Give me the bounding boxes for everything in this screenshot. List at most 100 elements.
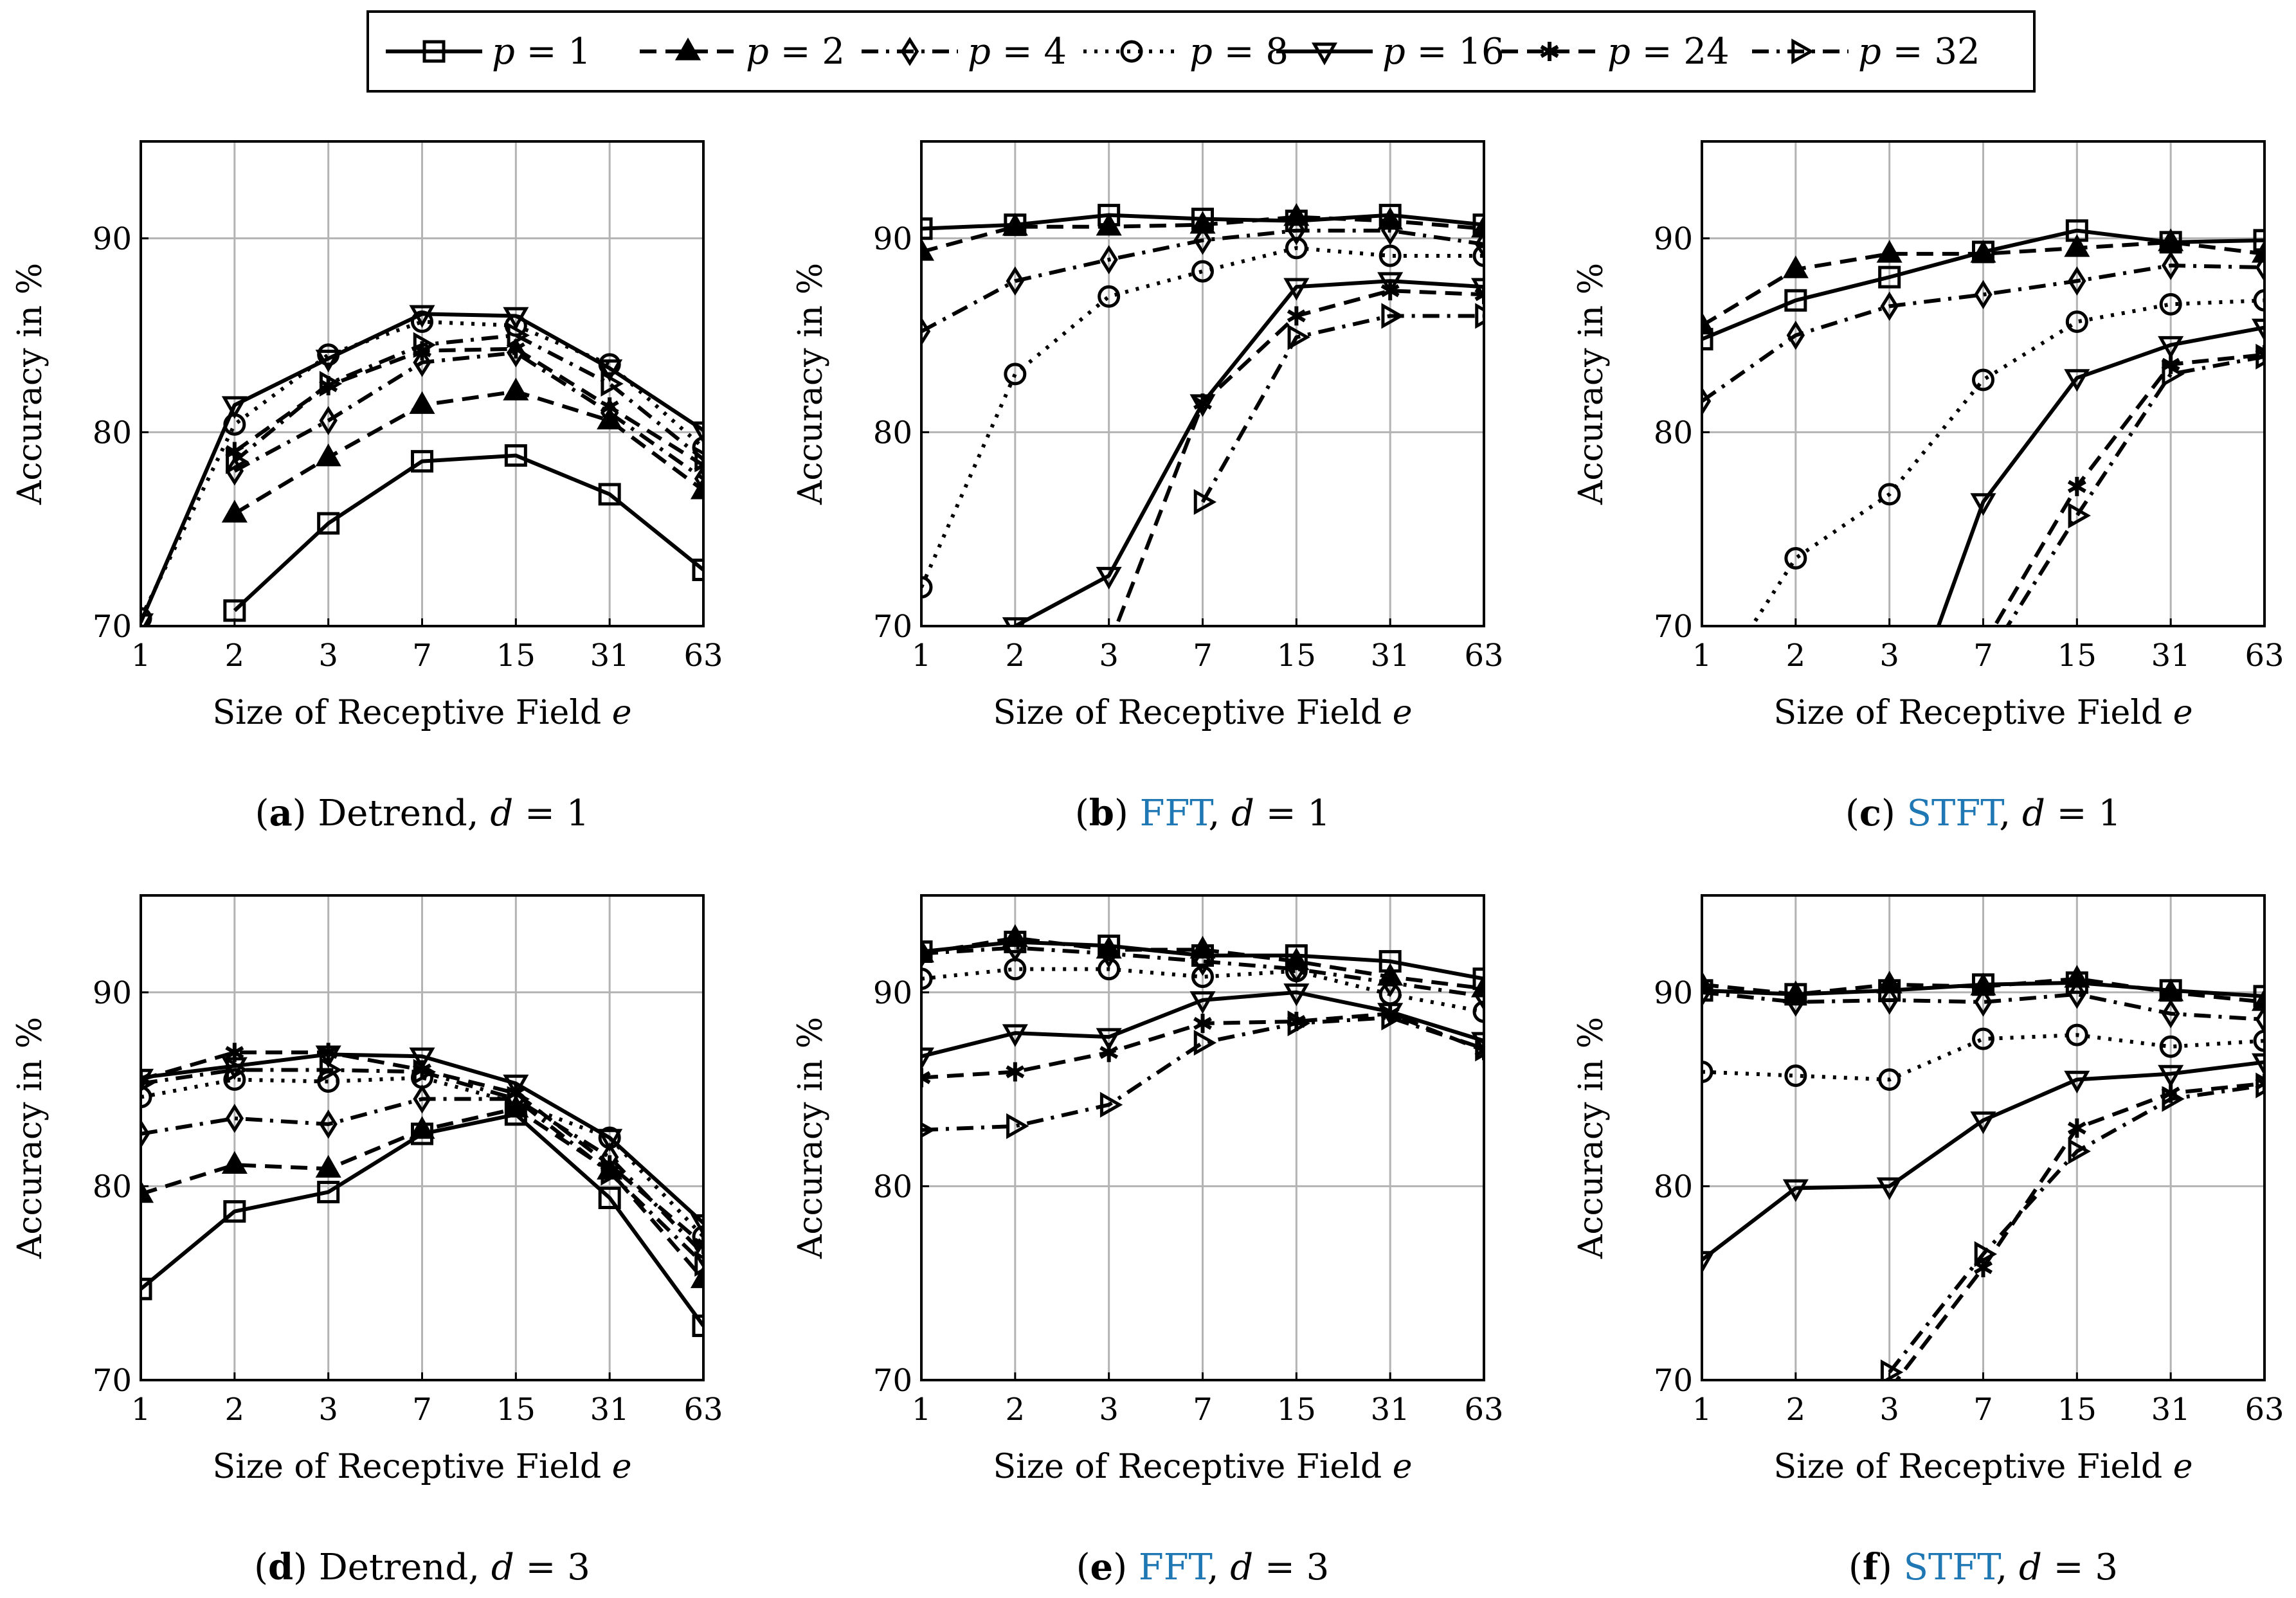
data-point <box>692 1315 703 1338</box>
data-point <box>223 1068 246 1091</box>
data-point <box>2162 361 2185 387</box>
data-point <box>1096 213 1122 236</box>
data-point <box>141 1119 150 1149</box>
series-line <box>921 967 1484 1014</box>
data-point <box>921 217 933 240</box>
caption-letter-bold: d <box>268 1546 293 1588</box>
legend-entry: p = 32 <box>1752 31 1980 73</box>
caption-letter-close: ) <box>1878 1547 1904 1588</box>
data-point <box>319 406 338 436</box>
data-point <box>1878 1068 1901 1091</box>
data-point <box>1474 1041 1484 1061</box>
caption-param-var: d <box>2019 1547 2042 1588</box>
data-point <box>1876 1177 1903 1200</box>
data-point <box>1472 1000 1484 1023</box>
legend-var: p <box>746 31 769 73</box>
data-point <box>1470 215 1484 238</box>
caption-param-val: = 1 <box>513 793 589 834</box>
series-5 <box>1936 318 2264 626</box>
series-2 <box>221 377 703 523</box>
data-point <box>921 1122 936 1138</box>
x-tick-label: 1 <box>912 1392 932 1428</box>
x-tick-label: 3 <box>318 1392 338 1428</box>
data-point <box>921 1047 935 1070</box>
data-point <box>317 512 340 535</box>
x-tick-label: 7 <box>412 638 432 674</box>
caption-sep: , <box>1207 1547 1231 1588</box>
data-point <box>694 464 703 494</box>
data-point <box>141 1277 152 1300</box>
data-point <box>1470 278 1484 301</box>
legend-marker-circle <box>1120 40 1143 63</box>
data-point <box>221 1151 248 1174</box>
caption-letter-close: ) <box>1114 793 1140 834</box>
caption-letter: ( <box>254 1547 268 1588</box>
legend-marker-triangle-down <box>1311 42 1338 66</box>
data-point <box>921 967 933 991</box>
data-point <box>2255 253 2264 282</box>
caption-letter-bold: f <box>1863 1546 1881 1588</box>
series-line <box>141 1068 703 1266</box>
x-tick-label: 31 <box>590 1392 629 1428</box>
series-line <box>141 1097 703 1256</box>
data-point <box>600 397 619 417</box>
series-line <box>233 346 703 467</box>
data-point <box>597 1129 623 1152</box>
series-7 <box>1193 303 1484 516</box>
data-point <box>409 391 435 414</box>
data-point <box>1876 971 1903 994</box>
data-point <box>1470 1032 1484 1055</box>
y-tick-label: 70 <box>873 609 912 645</box>
legend-marker-star <box>1540 42 1559 61</box>
data-point <box>1287 306 1306 326</box>
legend-entry: p = 24 <box>1501 31 1730 73</box>
data-point <box>1006 266 1025 296</box>
legend-label: p = 1 <box>492 31 591 73</box>
data-point <box>319 1043 338 1063</box>
x-tick-label: 15 <box>1277 1392 1316 1428</box>
legend-marker-star-stroke <box>1540 44 1559 58</box>
data-point <box>1784 289 1807 312</box>
legend-label: p = 16 <box>1382 31 1505 73</box>
series-7 <box>921 1004 1484 1139</box>
series-line <box>141 312 703 624</box>
data-point-stroke <box>319 1046 338 1059</box>
data-point <box>221 396 248 419</box>
data-point <box>1972 368 1994 391</box>
legend-var: p <box>1607 31 1631 73</box>
legend-marker-diamond <box>900 37 919 66</box>
data-point <box>1970 1111 1996 1135</box>
data-point <box>1970 240 1996 263</box>
data-point <box>2064 369 2090 392</box>
data-point <box>2251 240 2264 263</box>
x-tick-label: 31 <box>590 638 629 674</box>
y-tick-label: 70 <box>873 1363 912 1399</box>
data-point <box>1379 244 1402 267</box>
caption-letter-bold: b <box>1089 792 1114 834</box>
data-point <box>1880 985 1899 1015</box>
data-point <box>1880 291 1899 321</box>
data-point <box>1096 566 1122 590</box>
data-point <box>1702 1251 1715 1274</box>
x-tick-label: 63 <box>1464 638 1503 674</box>
data-point <box>1786 320 1805 350</box>
data-point <box>1287 1010 1310 1037</box>
data-point <box>598 1186 621 1209</box>
data-point <box>141 1086 152 1109</box>
data-point <box>1189 211 1216 234</box>
data-point <box>2253 985 2264 1008</box>
data-point <box>692 559 703 582</box>
data-point-stroke <box>141 1073 150 1082</box>
x-axis-label-text: Size of Receptive Field <box>993 1448 1392 1486</box>
data-point <box>2161 354 2180 374</box>
data-point <box>1970 973 1996 996</box>
data-point <box>319 370 343 397</box>
data-point <box>413 1059 437 1085</box>
x-tick-label: 63 <box>2245 638 2284 674</box>
data-point <box>1474 982 1484 1011</box>
caption-param-var: d <box>2022 793 2045 834</box>
legend-eq: = 1 <box>515 31 591 73</box>
caption-method: Detrend <box>319 1547 468 1588</box>
legend-label: p = 2 <box>746 31 845 73</box>
data-point <box>141 1180 154 1203</box>
